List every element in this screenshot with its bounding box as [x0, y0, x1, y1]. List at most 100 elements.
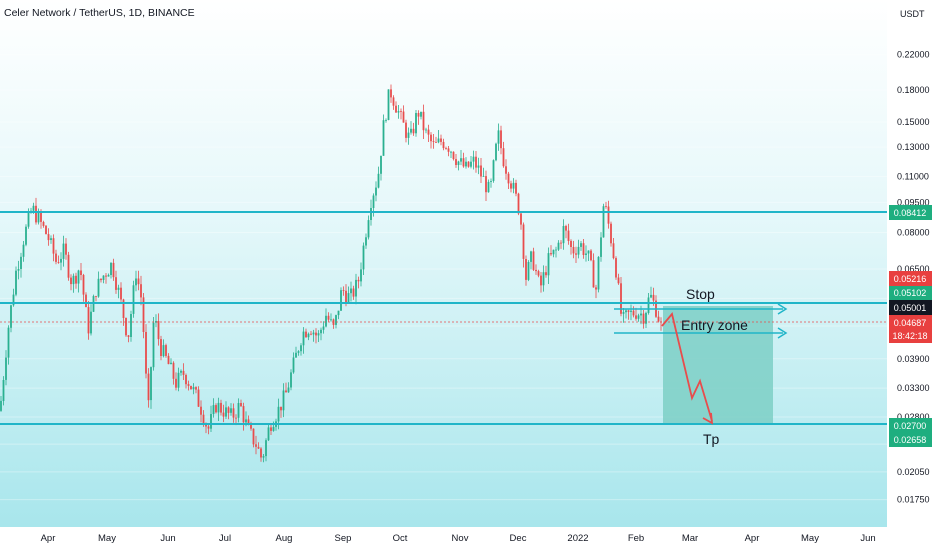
- candle-body: [490, 181, 492, 182]
- candle-body: [600, 237, 602, 257]
- upper-line-badge-text: 0.08412: [894, 208, 927, 218]
- candle-body: [130, 314, 132, 337]
- candle-body: [565, 226, 567, 231]
- price-tick-label: 0.15000: [897, 117, 930, 127]
- candle-body: [592, 260, 595, 288]
- candle-body: [172, 362, 175, 379]
- candle-body: [417, 113, 420, 117]
- candle-body: [250, 424, 252, 429]
- candle-body: [552, 249, 555, 255]
- candle-body: [540, 275, 542, 286]
- time-tick-label: Mar: [682, 533, 698, 544]
- candle-body: [647, 297, 650, 313]
- candle-body: [602, 206, 605, 238]
- candle-body: [360, 269, 362, 282]
- candle-body: [340, 290, 342, 311]
- candle-body: [7, 327, 10, 358]
- candle-body: [152, 322, 155, 368]
- candle-body: [20, 256, 22, 269]
- candle-body: [260, 448, 262, 458]
- candle-body: [505, 166, 507, 174]
- candle-body: [47, 234, 50, 241]
- candle-body: [510, 183, 512, 189]
- candle-body: [630, 310, 632, 312]
- time-tick-label: Nov: [452, 533, 469, 544]
- time-axis[interactable]: Apr May Jun Jul Aug Sep Oct Nov Dec 2022 Feb Mar Apr…: [41, 533, 876, 544]
- low-marker-badge: [889, 433, 932, 447]
- candle-body: [610, 223, 612, 244]
- candle-body: [410, 128, 412, 133]
- candle-body: [635, 315, 637, 319]
- candle-body: [67, 254, 70, 278]
- candle-body: [110, 262, 112, 275]
- projection-path[interactable]: [661, 312, 713, 422]
- candle-body: [460, 158, 462, 162]
- candle-body: [55, 253, 57, 262]
- candle-body: [65, 243, 67, 255]
- candle-body: [290, 372, 292, 388]
- candle-body: [357, 279, 360, 282]
- candle-body: [85, 294, 87, 308]
- candle-body: [212, 405, 215, 414]
- price-tick-label: 0.11000: [897, 172, 929, 182]
- candle-body: [205, 424, 207, 427]
- price-tick-label: 0.02050: [897, 467, 930, 477]
- candle-body: [407, 132, 410, 138]
- candle-body: [342, 290, 345, 291]
- candle-body: [555, 249, 557, 251]
- candle-body: [150, 367, 152, 401]
- price-tick-label: 0.03300: [897, 383, 930, 393]
- candle-body: [45, 225, 47, 235]
- candle-body: [405, 122, 407, 138]
- candle-body: [117, 287, 120, 290]
- candle-body: [432, 141, 435, 142]
- candle-body: [532, 251, 535, 270]
- candle-body: [525, 259, 527, 280]
- candle-body: [572, 247, 575, 254]
- candle-body: [210, 414, 212, 429]
- candle-body: [530, 251, 532, 262]
- candle-body: [182, 370, 185, 375]
- candle-body: [215, 405, 217, 413]
- candle-body: [295, 352, 297, 358]
- candle-body: [137, 278, 140, 285]
- candle-body: [310, 333, 312, 335]
- candle-body: [582, 243, 585, 255]
- candle-body: [377, 173, 380, 188]
- candle-body: [175, 378, 177, 388]
- candle-body: [492, 160, 495, 181]
- candle-body: [355, 279, 357, 297]
- candle-body: [120, 287, 122, 300]
- candle-body: [230, 408, 232, 413]
- candle-body: [2, 380, 5, 401]
- price-tick-label: 0.09500: [897, 197, 930, 207]
- candle-body: [62, 243, 65, 259]
- candle-body: [652, 294, 655, 301]
- candle-body: [512, 182, 515, 189]
- candle-body: [37, 212, 40, 223]
- candle-body: [32, 205, 35, 211]
- candle-body: [395, 105, 397, 113]
- candle-body: [382, 120, 385, 156]
- candle-body: [185, 375, 187, 385]
- candle-body: [392, 97, 395, 106]
- candle-body: [262, 456, 265, 458]
- candle-body: [35, 205, 37, 223]
- candle-body: [472, 156, 475, 162]
- candle-body: [495, 143, 497, 161]
- upper-line-badge: [889, 205, 932, 220]
- candle-body: [442, 141, 445, 149]
- candle-body: [612, 243, 615, 259]
- candle-body: [100, 278, 102, 281]
- candle-body: [192, 387, 195, 390]
- candle-body: [195, 387, 197, 390]
- price-axis-currency: USDT: [900, 9, 925, 19]
- price-tick-label: 0.03900: [897, 354, 930, 364]
- candle-body: [187, 384, 190, 386]
- candle-body: [595, 287, 597, 290]
- candle-body: [270, 427, 272, 431]
- candle-body: [252, 428, 255, 445]
- time-tick-label: Jul: [219, 533, 231, 544]
- candle-body: [482, 176, 485, 177]
